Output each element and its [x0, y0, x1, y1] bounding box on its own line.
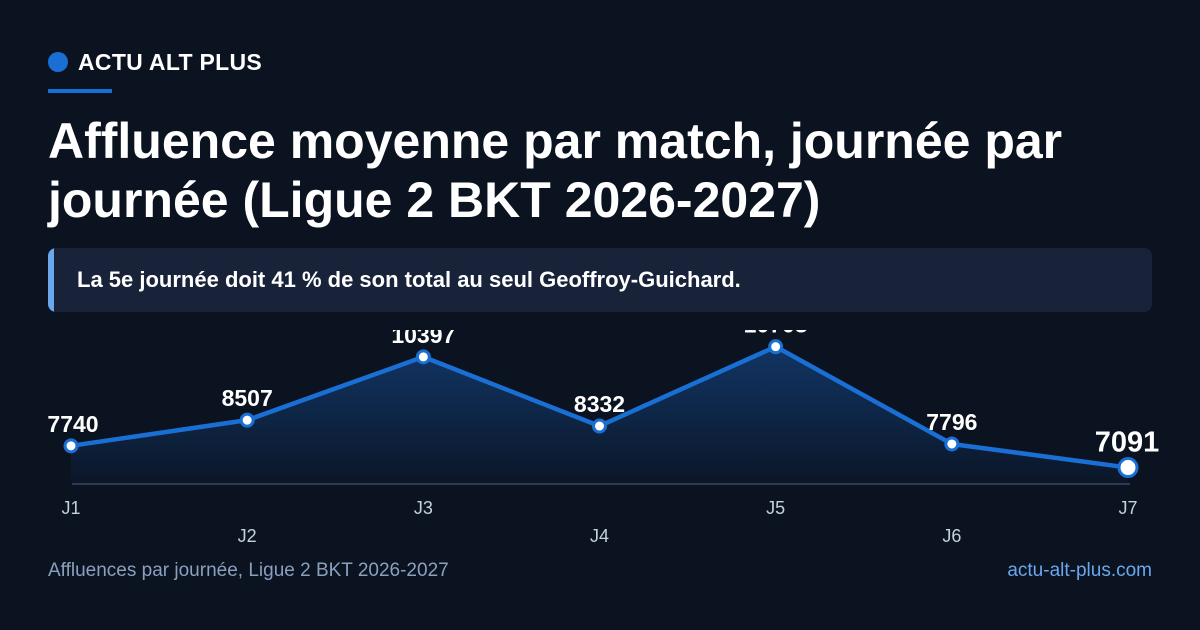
series-area: [71, 346, 1128, 484]
brand-dot-icon: [48, 52, 68, 72]
footer-url-link[interactable]: actu-alt-plus.com: [1007, 560, 1152, 581]
data-point-j7: [1117, 457, 1139, 479]
data-point-j4: [592, 418, 607, 434]
x-tick-j5: J5: [766, 498, 785, 518]
brand: ACTU ALT PLUS: [48, 48, 263, 75]
brand-underline: [48, 89, 112, 93]
data-point-j6: [944, 436, 960, 452]
callout-accent-bar: [48, 248, 54, 312]
footer-source: Affluences par journée, Ligue 2 BKT 2026…: [48, 560, 449, 581]
data-point-j3: [415, 349, 431, 365]
callout-box: La 5e journée doit 41 % de son total au …: [48, 248, 1152, 312]
data-point-j2: [239, 412, 255, 428]
x-tick-j6: J6: [942, 526, 961, 546]
data-point-j1: [63, 438, 79, 454]
data-label-j7: 7091: [1095, 427, 1160, 459]
data-point-j5: [768, 339, 784, 355]
data-label-j2: 8507: [222, 385, 273, 411]
callout-text: La 5e journée doit 41 % de son total au …: [77, 267, 741, 292]
data-label-j5: 10703: [744, 330, 808, 338]
x-tick-j2: J2: [238, 526, 257, 546]
attendance-line-chart: 7740 8507 10397 8332 10703 7796 7091 J1 J2 J3 J4 J…: [47, 330, 1160, 546]
x-tick-j3: J3: [414, 498, 433, 518]
brand-name: ACTU ALT PLUS: [78, 48, 263, 75]
data-label-j6: 7796: [926, 409, 977, 435]
chart-title: Affluence moyenne par match, journée par…: [48, 113, 1063, 228]
data-label-j3: 10397: [391, 330, 455, 348]
data-label-j4: 8332: [574, 391, 625, 417]
x-tick-j1: J1: [61, 498, 80, 518]
x-tick-j7: J7: [1118, 498, 1137, 518]
x-tick-j4: J4: [590, 526, 609, 546]
data-label-j1: 7740: [47, 411, 98, 437]
